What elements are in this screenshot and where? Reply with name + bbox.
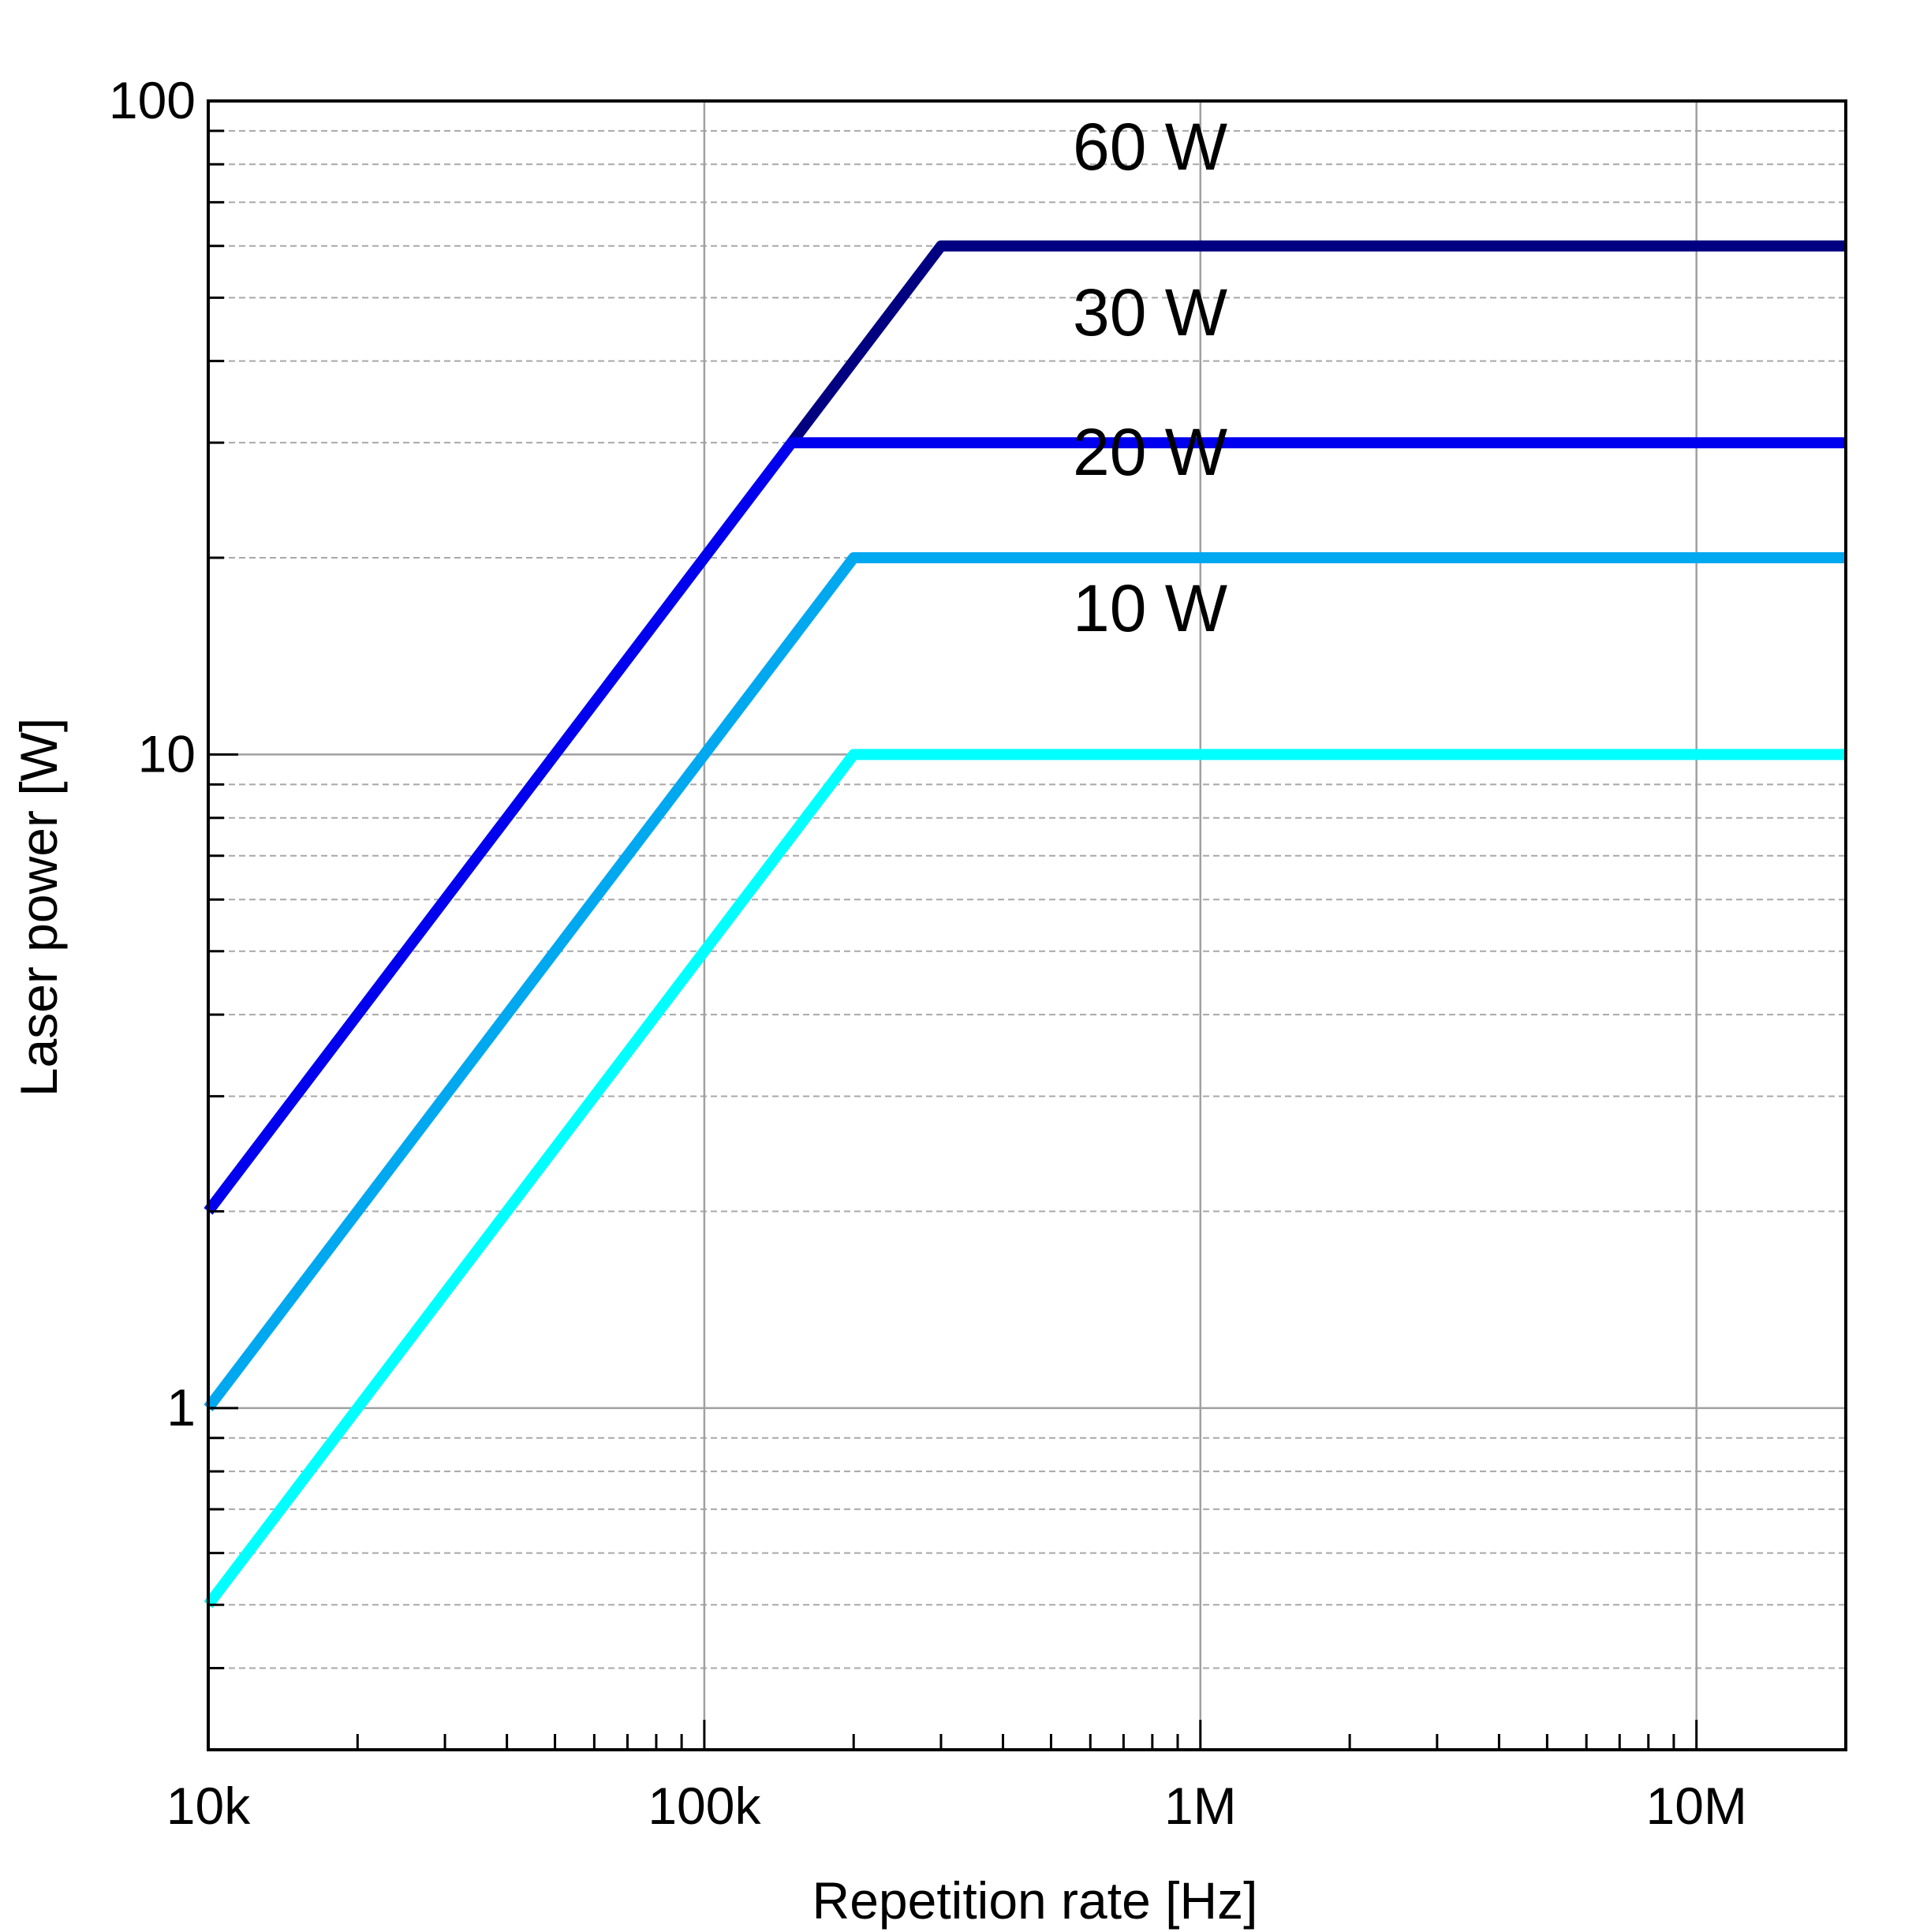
y-tick-label: 10	[138, 724, 196, 783]
axes	[207, 99, 1847, 1751]
series-line	[204, 749, 1846, 1609]
series-label: 60 W	[1073, 110, 1227, 184]
x-tick-label: 10M	[1645, 1777, 1746, 1835]
series-label: 30 W	[1073, 275, 1227, 349]
y-axis-title: Laser power [W]	[9, 718, 68, 1097]
series-label: 20 W	[1073, 415, 1227, 489]
x-tick-label: 100k	[648, 1777, 761, 1835]
series-line	[204, 552, 1846, 1412]
x-tick-label: 1M	[1164, 1777, 1237, 1835]
plot-frame	[207, 99, 1847, 1751]
series-line	[204, 437, 1846, 1215]
y-tick-label: 100	[109, 71, 196, 129]
labels: 60 W 30 W 20 W 10 W 10k 100k 1M 10M 1 10 100	[109, 71, 1747, 1835]
x-axis-title: Repetition rate [Hz]	[812, 1871, 1258, 1930]
series-line	[787, 240, 1846, 447]
x-tick-label: 10k	[166, 1777, 251, 1835]
y-tick-label: 1	[166, 1378, 196, 1437]
series-label: 10 W	[1073, 571, 1227, 645]
series-layer	[204, 240, 1846, 1609]
